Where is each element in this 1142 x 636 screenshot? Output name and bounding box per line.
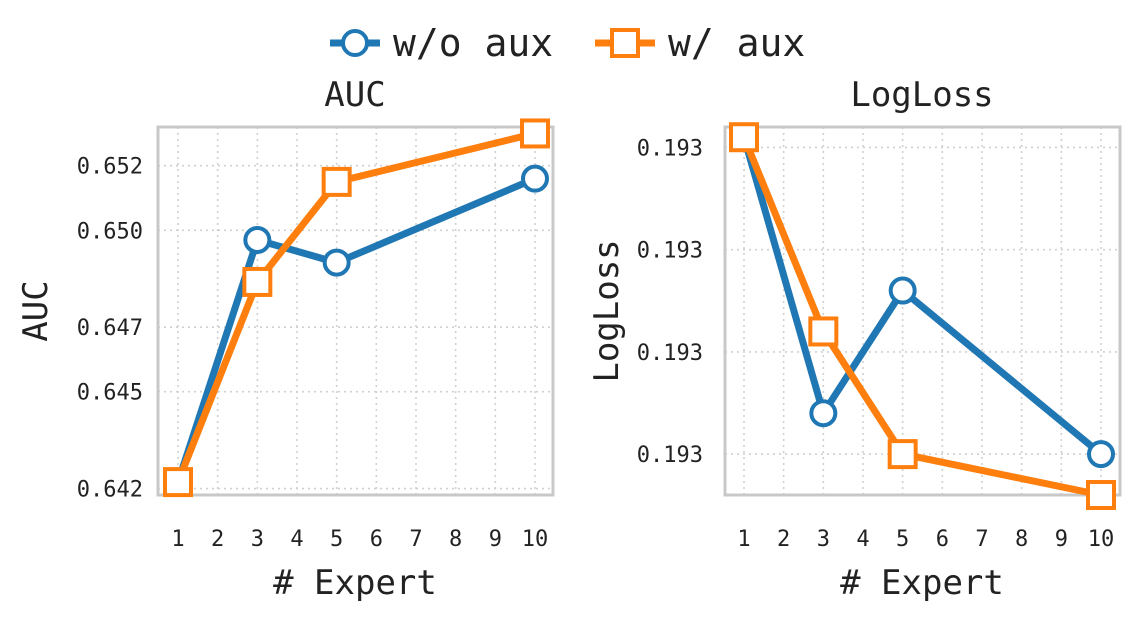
x-tick-label: 1: [737, 527, 750, 552]
logloss-panel: LogLoss # Expert LogLoss 1 2 3 4 5 6 7 8 9 10 0.19…: [587, 75, 1122, 603]
x-axis-label: # Expert: [840, 563, 1004, 603]
x-tick-label: 9: [1055, 527, 1068, 552]
plot-frame: [723, 125, 1122, 497]
data-point: [808, 316, 839, 347]
y-tick-label: 0.193: [637, 341, 703, 366]
data-point: [521, 164, 549, 193]
data-point: [242, 266, 273, 297]
chart-title: LogLoss: [850, 75, 993, 115]
x-axis-label: # Expert: [273, 563, 437, 603]
legend-label: w/o aux: [393, 21, 553, 65]
y-tick-label: 0.645: [77, 381, 143, 406]
data-point: [888, 276, 917, 305]
y-tick-label: 0.193: [637, 239, 703, 264]
data-point: [1086, 480, 1116, 510]
x-tick-label: 8: [1015, 527, 1028, 552]
x-tick-label: 9: [489, 527, 502, 552]
x-tick-label: 4: [856, 527, 869, 552]
y-tick-label: 0.652: [77, 155, 143, 180]
x-tick-label: 1: [171, 527, 184, 552]
x-tick-label: 2: [211, 527, 224, 552]
data-point: [163, 467, 193, 498]
x-tick-label: 2: [777, 527, 790, 552]
square-marker-icon: [610, 28, 640, 58]
x-tick-label: 10: [522, 527, 549, 552]
data-point: [322, 248, 351, 277]
legend: w/o aux w/ aux: [330, 21, 805, 65]
data-point: [887, 439, 918, 470]
x-tick-label: 8: [449, 527, 462, 552]
circle-marker-icon: [341, 29, 369, 57]
x-tick-label: 3: [817, 527, 830, 552]
x-tick-label: 4: [290, 527, 303, 552]
series-line: [740, 133, 1105, 499]
y-axis-label: AUC: [16, 280, 56, 341]
x-tick-label: 10: [1088, 527, 1115, 552]
data-point: [243, 225, 272, 254]
y-tick-label: 0.647: [77, 316, 143, 341]
series-line: [740, 133, 1105, 458]
data-point: [729, 122, 759, 153]
legend-item-w-aux: w/ aux: [595, 21, 805, 65]
x-tick-label: 3: [251, 527, 264, 552]
series-line: [174, 175, 539, 486]
auc-panel: AUC # Expert AUC 1 2 3 4 5 6 7 8 9 10 0.642 0.645 0.…: [16, 75, 555, 603]
x-tick-label: 5: [896, 527, 909, 552]
x-tick-label: 6: [370, 527, 383, 552]
x-tick-label: 7: [975, 527, 988, 552]
x-tick-label: 7: [409, 527, 422, 552]
data-point: [1087, 440, 1115, 469]
chart-title: AUC: [324, 75, 385, 115]
x-tick-label: 5: [330, 527, 343, 552]
data-point: [809, 399, 838, 428]
y-axis-label: LogLoss: [587, 239, 627, 382]
y-tick-label: 0.193: [637, 443, 703, 468]
y-tick-label: 0.650: [77, 219, 143, 244]
y-tick-label: 0.642: [77, 478, 143, 503]
data-point: [321, 166, 352, 197]
legend-label: w/ aux: [668, 21, 805, 65]
series-line: [174, 129, 539, 486]
plot-frame: [156, 125, 555, 497]
data-point: [520, 118, 550, 149]
x-tick-label: 6: [936, 527, 949, 552]
y-tick-label: 0.193: [637, 136, 703, 161]
legend-item-wo-aux: w/o aux: [330, 21, 553, 65]
